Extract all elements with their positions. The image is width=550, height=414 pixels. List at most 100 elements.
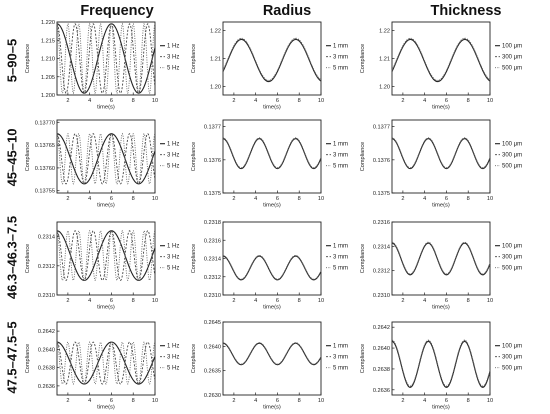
- x-tick-label: 6: [276, 98, 279, 104]
- y-tick-label: 0.2640: [38, 347, 55, 353]
- y-tick-label: 0.2635: [204, 369, 221, 375]
- y-tick-label: 0.2314: [204, 257, 221, 263]
- series-line-1-hz: [56, 341, 156, 385]
- x-tick-label: 2: [401, 196, 404, 202]
- x-tick-label: 6: [110, 98, 113, 104]
- x-tick-label: 10: [487, 298, 493, 304]
- y-axis-label: Compliance: [360, 244, 366, 274]
- chart-r3-c1: 2 4 6 8 10 0.2630 0.2635 0.2640 0.2645 time(s) Com…: [191, 320, 348, 411]
- legend-entry: 3 mm: [333, 55, 348, 61]
- x-tick-label: 6: [445, 298, 448, 304]
- x-axis-label: time(s): [97, 105, 115, 111]
- chart-r2-c0: 2 4 6 8 10 0.2310 0.2312 0.2314 time(s) Complianc…: [25, 221, 179, 311]
- x-tick-label: 10: [152, 298, 158, 304]
- y-tick-label: 0.2312: [38, 264, 55, 270]
- series-line-5-hz: [56, 132, 156, 185]
- legend-entry: 1 mm: [333, 44, 348, 50]
- x-tick-label: 8: [132, 298, 135, 304]
- x-tick-label: 2: [66, 398, 69, 404]
- series-line-5-mm: [222, 137, 322, 169]
- column-title-radius: Radius: [262, 3, 312, 19]
- x-tick-label: 4: [423, 196, 426, 202]
- legend-entry: 1 Hz: [167, 44, 179, 50]
- x-tick-label: 4: [88, 398, 91, 404]
- y-axis-label: Compliance: [360, 142, 366, 172]
- legend-entry: 5 mm: [333, 66, 348, 72]
- y-tick-label: 0.2640: [373, 346, 390, 352]
- x-axis-label: time(s): [432, 305, 450, 311]
- x-axis-label: time(s): [97, 305, 115, 311]
- legend-entry: 5 Hz: [167, 266, 179, 272]
- y-tick-label: 0.13760: [35, 166, 55, 172]
- series-line-5-hz: [56, 229, 156, 282]
- x-tick-label: 6: [110, 398, 113, 404]
- y-axis-label: Compliance: [360, 344, 366, 374]
- y-tick-label: 1.210: [41, 57, 55, 63]
- y-axis-label: Compliance: [191, 344, 197, 374]
- y-tick-label: 0.13755: [35, 189, 55, 195]
- legend-entry: 1 Hz: [167, 244, 179, 250]
- x-tick-label: 4: [88, 98, 91, 104]
- legend-entry: 1 Hz: [167, 142, 179, 148]
- x-tick-label: 4: [88, 196, 91, 202]
- chart-r0-c1: 2 4 6 8 10 1.20 1.21 1.22 time(s) Compliance 1 mm 3…: [191, 21, 348, 111]
- series-line-3-hz: [56, 230, 156, 281]
- x-tick-label: 6: [110, 196, 113, 202]
- x-tick-label: 8: [298, 196, 301, 202]
- legend-entry: 1 Hz: [167, 344, 179, 350]
- y-tick-label: 1.215: [41, 38, 55, 44]
- x-tick-label: 8: [467, 298, 470, 304]
- y-tick-label: 0.2312: [373, 269, 390, 275]
- x-tick-label: 4: [423, 98, 426, 104]
- legend-entry: 3 Hz: [167, 153, 179, 159]
- plot-frame: [56, 321, 156, 396]
- x-axis-label: time(s): [97, 203, 115, 209]
- legend-entry: 100 μm: [502, 244, 522, 250]
- legend-entry: 500 μm: [502, 66, 522, 72]
- x-axis-label: time(s): [432, 203, 450, 209]
- legend-entry: 3 mm: [333, 355, 348, 361]
- x-tick-label: 10: [318, 196, 324, 202]
- x-tick-label: 2: [232, 196, 235, 202]
- legend-entry: 300 μm: [502, 355, 522, 361]
- series-line-500-m: [391, 137, 491, 169]
- series-line-3-hz: [56, 133, 156, 185]
- y-tick-label: 0.2645: [204, 320, 221, 326]
- series-line-300-m: [391, 340, 491, 388]
- y-tick-label: 0.2316: [204, 238, 221, 244]
- series-line-3-mm: [222, 38, 322, 82]
- x-tick-label: 10: [487, 398, 493, 404]
- x-axis-label: time(s): [263, 305, 281, 311]
- y-tick-label: 0.2636: [373, 388, 390, 394]
- x-tick-label: 4: [254, 398, 257, 404]
- x-tick-label: 10: [152, 398, 158, 404]
- y-axis-label: Compliance: [191, 44, 197, 74]
- plot-frame: [56, 221, 156, 296]
- series-line-500-m: [391, 37, 491, 81]
- legend-entry: 500 μm: [502, 366, 522, 372]
- y-tick-label: 0.1376: [204, 158, 221, 164]
- x-tick-label: 2: [66, 298, 69, 304]
- x-tick-label: 10: [318, 298, 324, 304]
- series-line-500-m: [391, 241, 491, 275]
- y-tick-label: 1.20: [210, 85, 221, 91]
- series-line-5-mm: [222, 37, 322, 81]
- chart-r3-c2: 2 4 6 8 10 0.2636 0.2638 0.2640 0.2642 time(s) Com…: [360, 321, 522, 411]
- y-tick-label: 1.20: [379, 85, 390, 91]
- x-tick-label: 2: [66, 98, 69, 104]
- x-tick-label: 6: [110, 298, 113, 304]
- x-tick-label: 6: [445, 196, 448, 202]
- y-tick-label: 0.2642: [373, 325, 390, 331]
- x-tick-label: 6: [445, 98, 448, 104]
- x-tick-label: 6: [276, 398, 279, 404]
- y-tick-label: 0.2630: [204, 393, 221, 399]
- legend-entry: 1 mm: [333, 244, 348, 250]
- chart-r0-c2: 2 4 6 8 10 1.20 1.21 1.22 time(s) Compliance 100 μ…: [360, 21, 522, 111]
- legend-entry: 5 mm: [333, 366, 348, 372]
- y-axis-label: Compliance: [360, 44, 366, 74]
- x-tick-label: 2: [401, 98, 404, 104]
- x-tick-label: 8: [298, 298, 301, 304]
- y-tick-label: 1.22: [379, 28, 390, 34]
- plot-frame: [222, 21, 322, 96]
